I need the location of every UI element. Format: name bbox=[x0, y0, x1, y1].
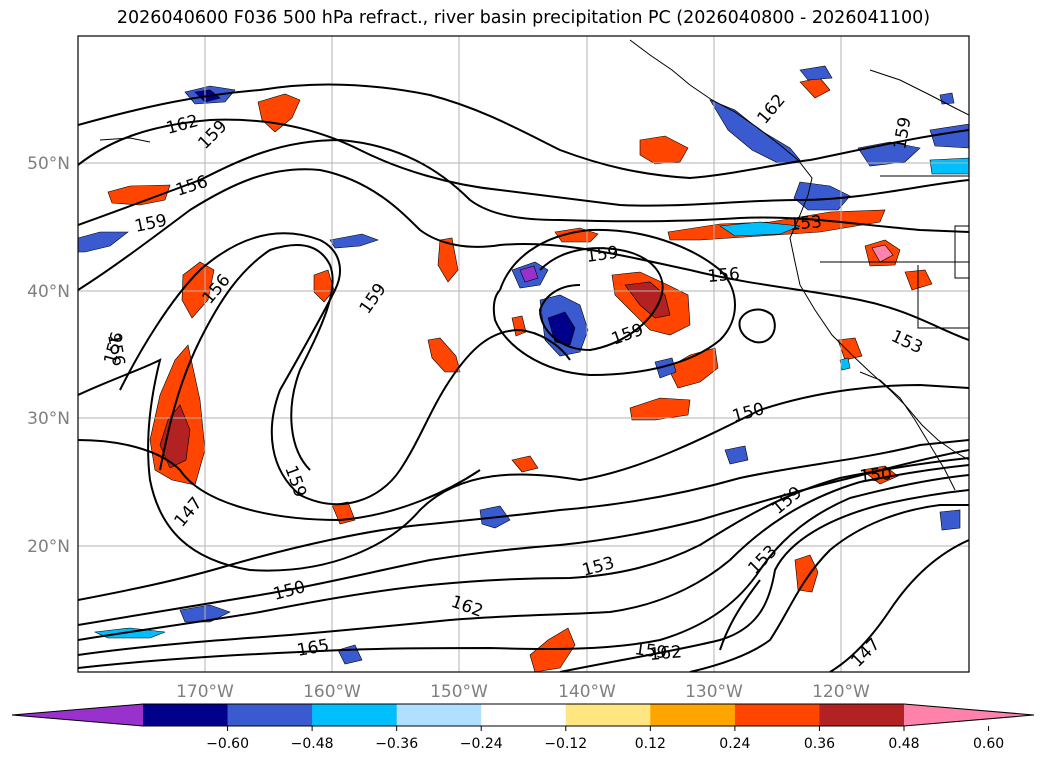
anomaly-cell bbox=[639, 135, 689, 165]
lat-tick-label: 20°N bbox=[27, 537, 70, 557]
colorbar-tick-label: −0.36 bbox=[375, 736, 418, 752]
lon-tick-label: 120°W bbox=[812, 682, 870, 702]
contour-label: 150 bbox=[859, 464, 893, 487]
lon-tick-label: 170°W bbox=[176, 682, 234, 702]
lat-tick-label: 40°N bbox=[27, 282, 70, 302]
lon-tick-label: 150°W bbox=[430, 682, 488, 702]
contour-label: 162 bbox=[649, 642, 683, 665]
lon-axis: 170°W 160°W 150°W 140°W 130°W 120°W bbox=[176, 682, 870, 702]
anomaly-cell bbox=[329, 233, 379, 249]
lat-tick-label: 50°N bbox=[27, 154, 70, 174]
anomaly-cell bbox=[929, 157, 969, 175]
contour-label: 156 bbox=[707, 264, 741, 287]
lat-tick-label: 30°N bbox=[27, 409, 70, 429]
colorbar-segment bbox=[227, 704, 313, 726]
colorbar-tick-label: −0.60 bbox=[206, 736, 249, 752]
colorbar-tick-label: −0.48 bbox=[291, 736, 334, 752]
colorbar-segment bbox=[143, 704, 229, 726]
lat-axis: 50°N 40°N 30°N 20°N bbox=[27, 154, 70, 557]
coastlines bbox=[99, 39, 969, 491]
colorbar-outline bbox=[11, 703, 1035, 727]
lon-tick-label: 130°W bbox=[685, 682, 743, 702]
colorbar-tick-label: −0.24 bbox=[460, 736, 503, 752]
colorbar-tick-label: 0.36 bbox=[804, 736, 835, 752]
anomaly-cell bbox=[313, 269, 335, 303]
anomaly-cell bbox=[709, 99, 801, 165]
anomaly-cell bbox=[78, 231, 129, 253]
colorbar-tick-label: 0.12 bbox=[635, 736, 666, 752]
anomaly-cell bbox=[511, 455, 539, 473]
refractivity-contours bbox=[78, 83, 969, 672]
anomaly-cell bbox=[837, 337, 863, 361]
colorbar-tick-label: 0.24 bbox=[719, 736, 750, 752]
anomaly-cell bbox=[793, 181, 851, 211]
anomaly-cell bbox=[794, 554, 819, 593]
map-title: 2026040600 F036 500 hPa refract., river … bbox=[116, 8, 931, 28]
anomaly-cell bbox=[437, 237, 459, 283]
anomaly-cell bbox=[667, 347, 719, 389]
contour-label: 153 bbox=[789, 212, 823, 235]
anomaly-cell bbox=[519, 265, 539, 283]
anomaly-cell bbox=[799, 65, 833, 81]
anomaly-cell bbox=[107, 184, 171, 206]
colorbar-segment bbox=[396, 704, 482, 726]
colorbar-segment bbox=[481, 704, 567, 726]
anomaly-cell bbox=[871, 244, 894, 263]
contour-label: 159 bbox=[633, 639, 668, 663]
colorbar-segment bbox=[565, 704, 651, 726]
anomaly-cell bbox=[939, 509, 961, 531]
anomaly-cell bbox=[159, 404, 191, 469]
anomaly-cell bbox=[654, 357, 677, 379]
colorbar-segment bbox=[819, 704, 905, 726]
colorbar-extend-high bbox=[904, 704, 1034, 726]
graticule bbox=[78, 36, 969, 672]
anomaly-cell bbox=[427, 337, 461, 373]
colorbar-segment bbox=[734, 704, 820, 726]
lon-tick-label: 160°W bbox=[303, 682, 361, 702]
anomaly-cell bbox=[719, 221, 801, 237]
anomaly-cell bbox=[939, 92, 955, 105]
anomaly-cell bbox=[929, 123, 969, 149]
colorbar-tick-label: −0.12 bbox=[544, 736, 587, 752]
map-frame bbox=[77, 35, 970, 673]
contour-label-group: 162 159 156 159 156 156 156 159 159 156 … bbox=[101, 90, 926, 671]
anomaly-cell bbox=[629, 397, 691, 421]
lon-tick-label: 140°W bbox=[558, 682, 616, 702]
colorbar-segment bbox=[650, 704, 736, 726]
anomaly-cell bbox=[724, 445, 749, 465]
colorbar-tick-label: 0.60 bbox=[973, 736, 1004, 752]
colorbar-segment bbox=[312, 704, 398, 726]
anomaly-cell bbox=[181, 261, 215, 319]
contour-label: 159 bbox=[585, 243, 620, 267]
colorbar-extend-low bbox=[12, 704, 143, 726]
colorbar-tick-label: 0.48 bbox=[888, 736, 919, 752]
colorbar: −0.60 −0.48 −0.36 −0.24 −0.12 0.12 0.24 0.36 0.4… bbox=[11, 703, 1035, 752]
